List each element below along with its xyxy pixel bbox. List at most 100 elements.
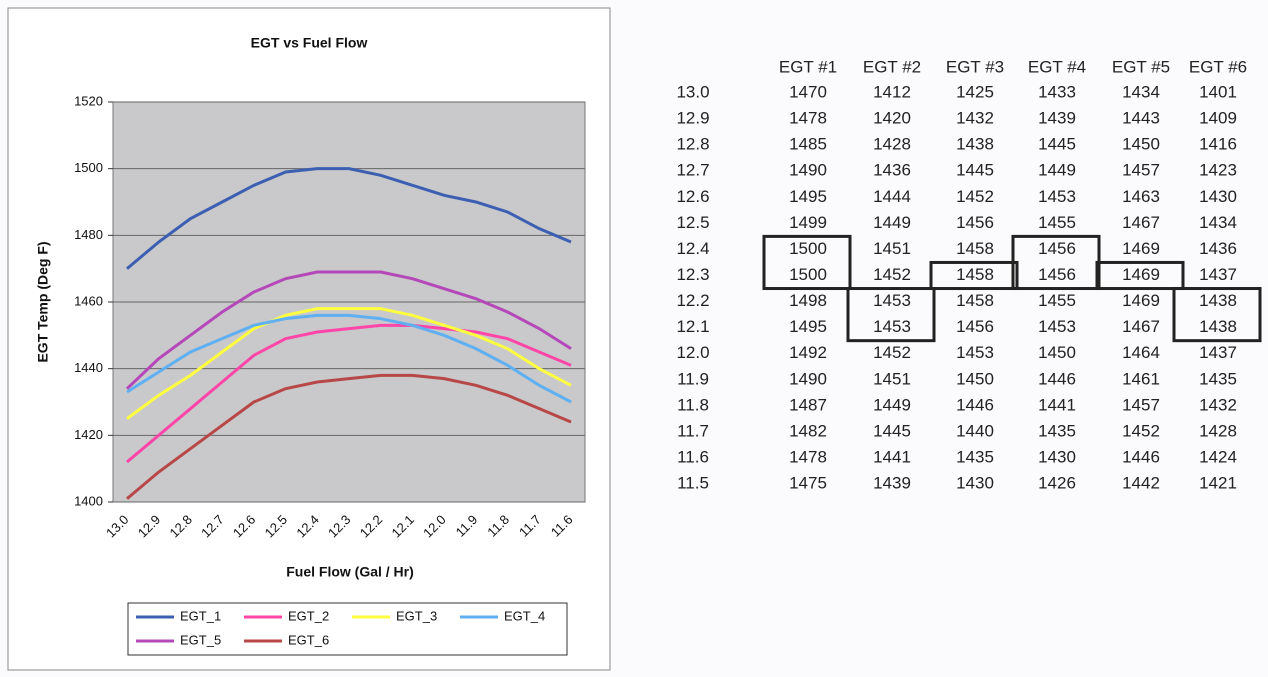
table-cell: 1441 xyxy=(1038,395,1076,414)
table-cell: 1469 xyxy=(1122,291,1160,310)
column-header: EGT #5 xyxy=(1112,57,1170,76)
table-cell: 1478 xyxy=(789,109,827,128)
table-cell: 1428 xyxy=(873,135,911,154)
table-cell: 1450 xyxy=(956,369,994,388)
y-tick-label: 1400 xyxy=(74,493,103,508)
table-cell: 1467 xyxy=(1122,317,1160,336)
column-header: EGT #2 xyxy=(863,57,921,76)
row-label: 13.0 xyxy=(676,82,709,101)
chart-title: EGT vs Fuel Flow xyxy=(251,35,368,51)
highlight-box xyxy=(762,234,852,291)
table-cell: 1439 xyxy=(1038,109,1076,128)
table-cell: 1420 xyxy=(873,109,911,128)
table-cell: 1487 xyxy=(789,395,827,414)
legend-label: EGT_3 xyxy=(396,608,437,623)
table-cell: 1430 xyxy=(1199,187,1237,206)
row-label: 12.3 xyxy=(676,265,709,284)
legend-label: EGT_5 xyxy=(180,632,221,647)
table-cell: 1434 xyxy=(1199,213,1237,232)
row-label: 12.6 xyxy=(676,187,709,206)
table-cell: 1432 xyxy=(1199,395,1237,414)
table-cell: 1445 xyxy=(873,421,911,440)
table-cell: 1446 xyxy=(1038,369,1076,388)
y-axis-label: EGT Temp (Deg F) xyxy=(35,241,51,362)
table-cell: 1438 xyxy=(956,135,994,154)
highlight-box xyxy=(1172,287,1262,343)
table-cell: 1456 xyxy=(956,317,994,336)
table-cell: 1469 xyxy=(1122,239,1160,258)
highlight-box xyxy=(929,260,1019,291)
table-cell: 1456 xyxy=(1038,239,1076,258)
row-label: 12.4 xyxy=(676,239,709,258)
row-label: 11.5 xyxy=(677,474,709,493)
table-cell: 1453 xyxy=(956,343,994,362)
table-cell: 1452 xyxy=(956,187,994,206)
table-cell: 1478 xyxy=(789,447,827,466)
table-cell: 1475 xyxy=(789,474,827,493)
legend xyxy=(127,602,568,656)
table-cell: 1452 xyxy=(873,343,911,362)
table-cell: 1457 xyxy=(1122,161,1160,180)
table-cell: 1455 xyxy=(1038,291,1076,310)
table-cell: 1433 xyxy=(1038,82,1076,101)
column-header: EGT #6 xyxy=(1189,57,1247,76)
table-cell: 1458 xyxy=(956,265,994,284)
table-cell: 1450 xyxy=(1122,135,1160,154)
table-cell: 1463 xyxy=(1122,187,1160,206)
row-label: 12.5 xyxy=(676,213,709,232)
table-cell: 1409 xyxy=(1199,109,1237,128)
table-cell: 1435 xyxy=(956,447,994,466)
table-cell: 1430 xyxy=(956,474,994,493)
table-cell: 1452 xyxy=(873,265,911,284)
table-cell: 1485 xyxy=(789,135,827,154)
series-line xyxy=(126,373,572,500)
table-cell: 1449 xyxy=(873,395,911,414)
row-label: 12.7 xyxy=(676,161,709,180)
table-cell: 1432 xyxy=(956,109,994,128)
row-label: 11.6 xyxy=(677,447,709,466)
row-label: 12.9 xyxy=(676,109,709,128)
table-cell: 1446 xyxy=(1122,447,1160,466)
table-cell: 1423 xyxy=(1199,161,1237,180)
table-cell: 1458 xyxy=(956,239,994,258)
table-cell: 1453 xyxy=(873,291,911,310)
row-label: 12.0 xyxy=(676,343,709,362)
y-tick-label: 1440 xyxy=(74,360,103,375)
table-cell: 1500 xyxy=(789,265,827,284)
series-line xyxy=(126,167,572,270)
table-cell: 1457 xyxy=(1122,395,1160,414)
series-line xyxy=(126,313,572,404)
table-cell: 1440 xyxy=(956,421,994,440)
table-cell: 1451 xyxy=(873,369,911,388)
legend-label: EGT_2 xyxy=(288,608,329,623)
table-cell: 1495 xyxy=(789,187,827,206)
table-cell: 1482 xyxy=(789,421,827,440)
table-cell: 1434 xyxy=(1122,82,1160,101)
row-label: 11.7 xyxy=(677,421,709,440)
table-cell: 1495 xyxy=(789,317,827,336)
table-cell: 1412 xyxy=(873,82,911,101)
table-cell: 1456 xyxy=(956,213,994,232)
table-cell: 1424 xyxy=(1199,447,1237,466)
table-cell: 1464 xyxy=(1122,343,1160,362)
table-cell: 1455 xyxy=(1038,213,1076,232)
series-line xyxy=(126,307,572,420)
column-header: EGT #4 xyxy=(1028,57,1086,76)
table-cell: 1426 xyxy=(1038,474,1076,493)
series-line xyxy=(125,270,572,390)
table-cell: 1492 xyxy=(789,343,827,362)
table-cell: 1428 xyxy=(1199,421,1237,440)
table-cell: 1437 xyxy=(1199,343,1237,362)
highlight-box xyxy=(1095,260,1185,291)
highlight-box xyxy=(846,287,936,343)
y-tick-label: 1460 xyxy=(74,293,103,308)
table-cell: 1450 xyxy=(1038,343,1076,362)
table-cell: 1435 xyxy=(1038,421,1076,440)
table-cell: 1469 xyxy=(1122,265,1160,284)
table-cell: 1445 xyxy=(1038,135,1076,154)
table-cell: 1439 xyxy=(873,474,911,493)
row-label: 12.1 xyxy=(676,317,709,336)
table-cell: 1443 xyxy=(1122,109,1160,128)
y-tick-label: 1420 xyxy=(74,427,103,442)
